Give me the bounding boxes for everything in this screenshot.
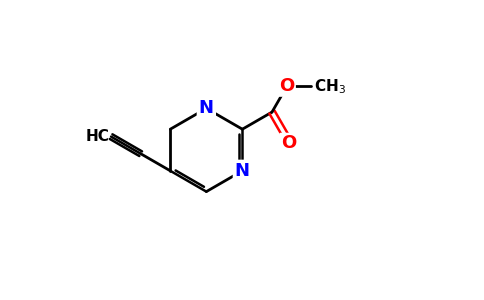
Text: N: N: [199, 99, 214, 117]
Text: O: O: [281, 134, 296, 152]
Text: CH$_3$: CH$_3$: [314, 77, 346, 96]
Text: N: N: [235, 162, 250, 180]
Text: HC: HC: [86, 129, 109, 144]
Text: O: O: [279, 77, 294, 95]
